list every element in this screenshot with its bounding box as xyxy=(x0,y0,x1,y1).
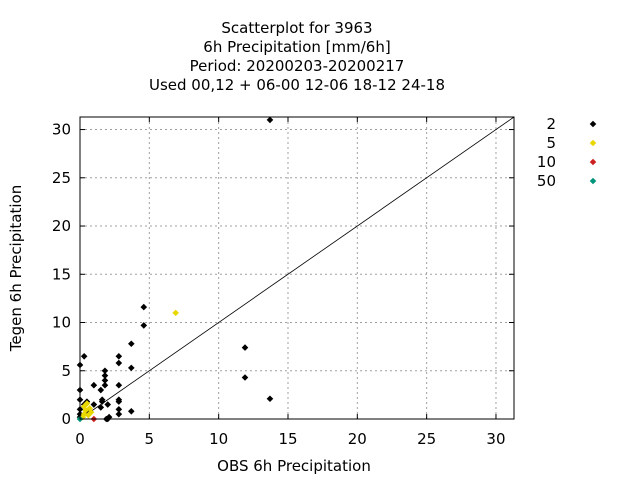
y-tick-label: 20 xyxy=(52,217,71,235)
legend-label: 10 xyxy=(537,153,556,171)
data-point-series-2 xyxy=(115,406,123,413)
data-point-series-2 xyxy=(241,374,249,381)
data-point-series-2 xyxy=(90,381,98,389)
x-tick-label: 25 xyxy=(417,430,436,448)
grid-lines xyxy=(80,117,514,419)
y-tick-label: 15 xyxy=(52,265,71,283)
data-point-series-2 xyxy=(115,381,123,389)
data-point-series-2 xyxy=(266,395,274,403)
x-tick-label: 0 xyxy=(75,430,85,448)
data-point-series-2 xyxy=(101,381,109,389)
data-point-series-2 xyxy=(105,413,113,421)
data-point-series-5 xyxy=(83,400,91,407)
data-point-series-2 xyxy=(140,322,148,329)
data-point-series-2 xyxy=(101,367,109,375)
legend-marker xyxy=(589,120,597,128)
data-point-series-2 xyxy=(115,359,123,367)
data-point-series-2 xyxy=(101,377,109,384)
x-tick-label: 30 xyxy=(486,430,505,448)
data-point-series-2 xyxy=(266,116,274,124)
legend-label: 5 xyxy=(546,134,556,152)
title-line-2: 6h Precipitation [mm/6h] xyxy=(203,38,390,56)
data-point-series-5 xyxy=(87,408,95,416)
data-points xyxy=(76,116,274,423)
y-tick-label: 25 xyxy=(52,169,71,187)
data-point-series-2 xyxy=(104,401,112,408)
title-line-4: Used 00,12 + 06-00 12-06 18-12 24-18 xyxy=(149,76,445,94)
title-line-1: Scatterplot for 3963 xyxy=(221,19,372,37)
y-tick-label: 5 xyxy=(61,362,71,380)
data-point-series-2 xyxy=(80,352,88,360)
data-point-series-2 xyxy=(115,352,123,360)
data-point-series-2 xyxy=(128,340,135,348)
x-tick-label: 15 xyxy=(278,430,297,448)
data-point-series-2 xyxy=(97,386,105,394)
legend-label: 50 xyxy=(537,172,556,190)
data-point-series-2 xyxy=(140,303,148,311)
x-tick-label: 5 xyxy=(145,430,155,448)
one-to-one-line xyxy=(79,116,515,420)
title-line-3: Period: 20200203-20200217 xyxy=(190,57,405,75)
axis-ticks: 0 5 10 15 20 25 30 0 5 10 15 20 25 30 xyxy=(52,117,514,448)
y-axis-label: Tegen 6h Precipitation xyxy=(7,185,25,352)
data-point-series-2 xyxy=(101,372,109,379)
data-point-series-2 xyxy=(115,398,123,405)
chart-title: Scatterplot for 3963 6h Precipitation [m… xyxy=(149,19,445,94)
data-point-series-2 xyxy=(97,404,105,411)
data-point-series-2 xyxy=(128,364,135,372)
x-axis-label: OBS 6h Precipitation xyxy=(217,457,371,475)
y-tick-label: 30 xyxy=(52,121,71,139)
x-tick-label: 10 xyxy=(209,430,228,448)
legend-label: 2 xyxy=(546,115,556,133)
x-tick-label: 20 xyxy=(348,430,367,448)
data-point-series-2 xyxy=(128,407,135,415)
data-point-series-2 xyxy=(241,344,249,351)
y-tick-label: 0 xyxy=(61,410,71,428)
legend-marker xyxy=(589,158,597,166)
legend-marker xyxy=(589,139,597,147)
data-point-series-2 xyxy=(90,401,98,408)
data-point-series-2 xyxy=(115,410,123,418)
y-tick-label: 10 xyxy=(52,314,71,332)
data-point-series-5 xyxy=(172,309,179,317)
plot-frame xyxy=(79,116,515,420)
legend-marker xyxy=(589,177,597,185)
diagonal-line xyxy=(79,116,515,420)
data-point-series-2 xyxy=(98,398,106,405)
